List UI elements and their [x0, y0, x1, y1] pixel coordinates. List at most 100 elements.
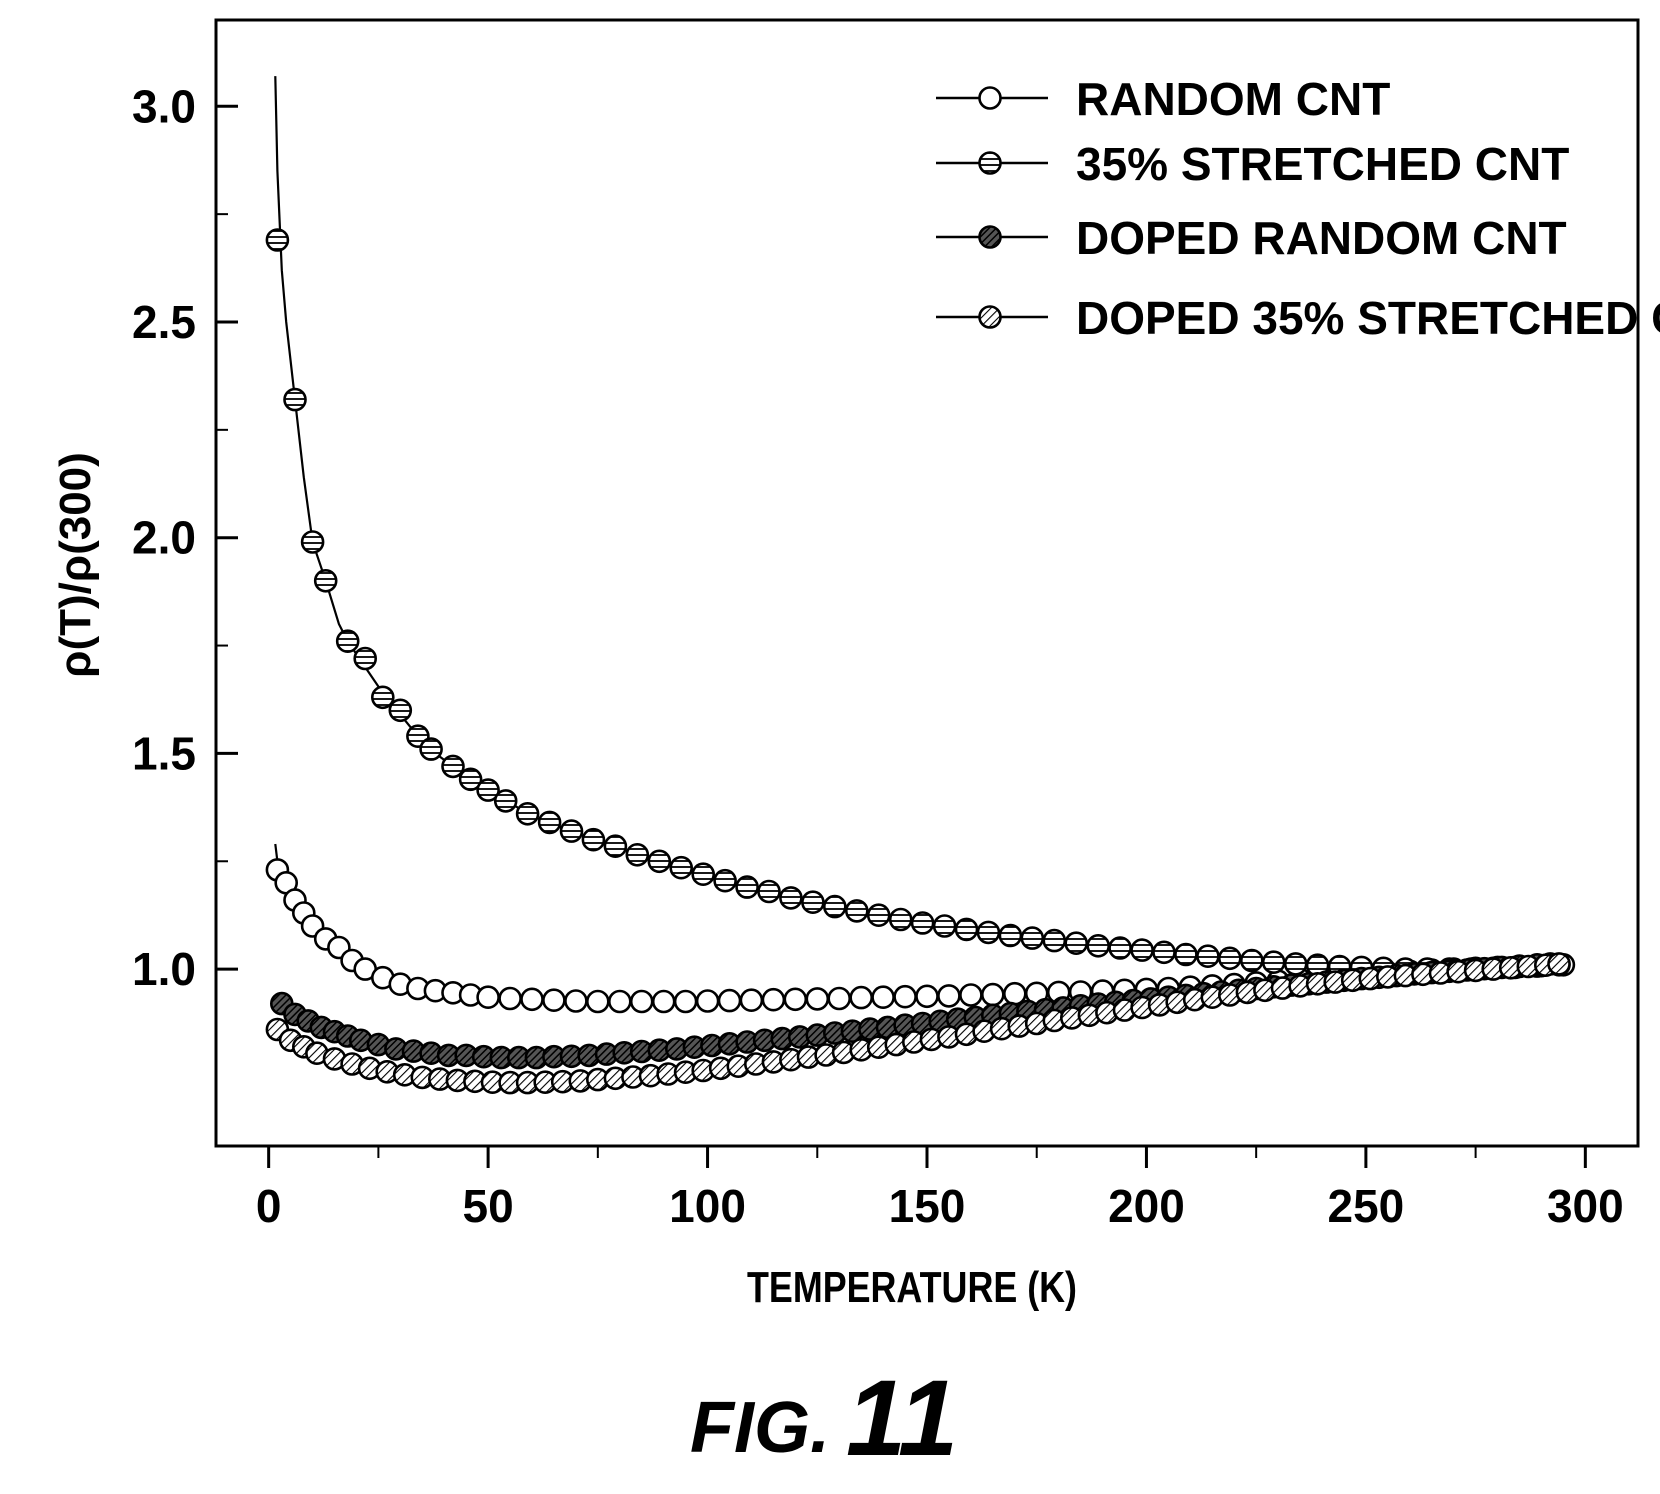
data-point — [607, 989, 632, 1014]
data-point — [1064, 931, 1088, 956]
fit-curve — [274, 76, 1560, 971]
data-point — [1261, 950, 1286, 975]
data-point — [458, 767, 483, 792]
data-point — [651, 989, 676, 1014]
figure-caption-prefix: FIG. — [690, 1388, 830, 1468]
legend-item: 35% STRETCHED CNT — [936, 138, 1569, 190]
series-3 — [265, 952, 1571, 1095]
data-point — [515, 801, 540, 826]
data-point — [937, 984, 961, 1008]
data-point — [441, 754, 465, 779]
data-point — [498, 986, 522, 1011]
legend-label: 35% STRETCHED CNT — [1076, 138, 1569, 190]
data-point — [283, 387, 307, 412]
data-series — [265, 228, 1576, 1095]
data-point — [959, 983, 983, 1007]
legend-marker — [978, 86, 1002, 110]
data-point — [1020, 926, 1045, 950]
data-point — [893, 984, 917, 1009]
legend-item: DOPED 35% STRETCHED CNT — [936, 292, 1660, 344]
data-point — [910, 911, 935, 935]
data-point — [313, 568, 338, 593]
data-point — [822, 894, 847, 919]
data-point — [866, 903, 891, 928]
y-tick-label: 1.5 — [132, 727, 196, 779]
data-point — [888, 907, 913, 932]
data-point — [520, 987, 544, 1012]
data-point — [801, 890, 825, 915]
data-point — [1196, 944, 1220, 969]
data-point — [691, 862, 716, 887]
y-axis: 1.0 1.5 2.0 2.5 3.0 — [132, 80, 238, 995]
data-point — [542, 988, 566, 1013]
data-point — [695, 989, 720, 1013]
legend-marker — [978, 151, 1002, 175]
data-point — [335, 629, 360, 654]
x-tick-label: 300 — [1547, 1180, 1624, 1232]
figure-caption-number: 11 — [846, 1357, 958, 1478]
data-point — [493, 789, 518, 813]
data-point — [998, 923, 1023, 948]
data-point — [673, 989, 698, 1014]
legend: RANDOM CNT 35% STRETCHED CNT DOPED RANDOM … — [936, 73, 1660, 344]
series-0 — [265, 858, 1576, 1014]
data-point — [300, 530, 325, 554]
data-point — [849, 985, 874, 1010]
data-point — [1218, 946, 1242, 971]
data-point — [717, 988, 742, 1013]
legend-label: DOPED RANDOM CNT — [1076, 212, 1567, 264]
data-point — [1240, 948, 1264, 973]
data-point — [779, 886, 803, 910]
legend-label: RANDOM CNT — [1076, 73, 1390, 125]
data-point — [585, 989, 610, 1014]
y-tick-label: 3.0 — [132, 80, 196, 132]
data-point — [1283, 952, 1308, 976]
data-point — [353, 646, 378, 671]
x-tick-label: 50 — [463, 1180, 514, 1232]
data-point — [1152, 940, 1176, 965]
y-axis-title: ρ(T)/ρ(300) — [51, 452, 100, 678]
data-point — [871, 985, 895, 1010]
data-point — [761, 987, 786, 1012]
data-point — [976, 920, 1001, 945]
x-tick-label: 0 — [256, 1180, 282, 1232]
data-point — [1002, 981, 1027, 1006]
data-point — [1547, 952, 1571, 976]
data-point — [827, 986, 852, 1011]
data-point — [625, 842, 650, 867]
data-point — [932, 914, 957, 938]
data-point — [669, 855, 694, 880]
y-tick-label: 2.0 — [132, 512, 196, 564]
data-point — [388, 698, 413, 723]
data-point — [559, 819, 584, 843]
data-point — [647, 849, 672, 874]
x-tick-label: 250 — [1328, 1180, 1405, 1232]
data-point — [370, 685, 395, 710]
data-point — [954, 917, 979, 942]
legend-item: DOPED RANDOM CNT — [936, 212, 1567, 264]
data-point — [915, 984, 939, 1009]
y-tick-label: 2.5 — [132, 296, 196, 348]
data-point — [980, 982, 1005, 1007]
data-point — [476, 778, 500, 802]
data-point — [419, 737, 443, 761]
legend-marker — [978, 225, 1002, 249]
data-point — [629, 989, 654, 1014]
data-point — [735, 875, 759, 899]
data-point — [1108, 936, 1132, 960]
y-tick-label: 1.0 — [132, 943, 196, 995]
data-point — [564, 989, 588, 1013]
figure-caption: FIG. 11 — [690, 1357, 958, 1478]
x-axis-title: TEMPERATURE (K) — [747, 1263, 1077, 1312]
data-point — [537, 810, 562, 835]
x-tick-label: 150 — [889, 1180, 966, 1232]
legend-marker — [978, 305, 1002, 329]
data-point — [757, 879, 781, 904]
data-point — [1130, 938, 1154, 962]
legend-label: DOPED 35% STRETCHED CNT — [1076, 292, 1660, 344]
x-axis: 0 50 100 150 200 250 300 — [256, 1146, 1624, 1232]
data-point — [476, 985, 500, 1010]
data-point — [603, 834, 628, 859]
data-point — [265, 228, 290, 252]
